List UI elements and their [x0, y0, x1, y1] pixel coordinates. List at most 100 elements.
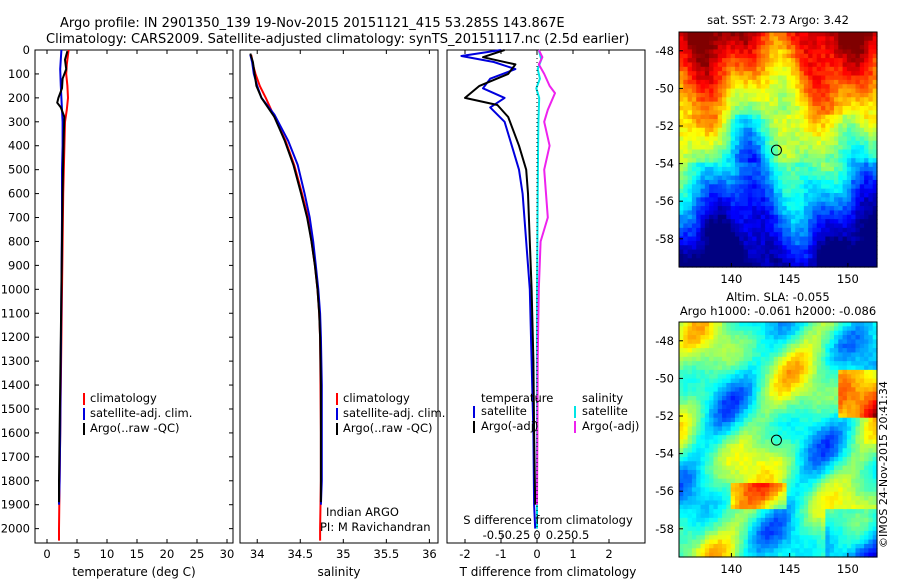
- heatmap-cell: [700, 114, 706, 120]
- heatmap-cell: [726, 343, 732, 349]
- heatmap-cell: [773, 214, 779, 220]
- heatmap-cell: [722, 210, 727, 216]
- heatmap-cell: [691, 223, 697, 229]
- heatmap-cell: [833, 509, 839, 515]
- heatmap-cell: [833, 352, 839, 358]
- heatmap-cell: [713, 509, 719, 515]
- heatmap-cell: [864, 145, 869, 151]
- heatmap-cell: [778, 158, 783, 164]
- heatmap-cell: [726, 62, 732, 68]
- heatmap-cell: [851, 339, 857, 345]
- heatmap-cell: [747, 40, 753, 46]
- heatmap-cell: [782, 253, 788, 259]
- heatmap-cell: [786, 45, 792, 51]
- heatmap-cell: [726, 374, 732, 380]
- heatmap-cell: [864, 413, 869, 419]
- heatmap-cell: [730, 236, 736, 242]
- heatmap-cell: [722, 352, 727, 358]
- heatmap-cell: [765, 335, 770, 341]
- heatmap-cell: [739, 439, 745, 445]
- heatmap-cell: [713, 326, 719, 332]
- heatmap-cell: [726, 249, 732, 255]
- heatmap-cell: [851, 140, 857, 146]
- heatmap-cell: [816, 227, 822, 233]
- heatmap-cell: [734, 387, 740, 393]
- heatmap-cell: [704, 348, 710, 354]
- heatmap-cell: [769, 171, 775, 177]
- heatmap-cell: [704, 75, 710, 81]
- heatmap-cell: [872, 101, 878, 107]
- heatmap-cell: [726, 53, 732, 59]
- heatmap-cell: [803, 487, 809, 493]
- heatmap-cell: [773, 400, 779, 406]
- heatmap-cell: [872, 339, 878, 345]
- heatmap-cell: [722, 219, 727, 225]
- heatmap-cell: [808, 487, 814, 493]
- heatmap-cell: [747, 258, 753, 264]
- heatmap-cell: [851, 335, 857, 341]
- heatmap-cell: [833, 136, 839, 142]
- heatmap-cell: [760, 361, 766, 367]
- heatmap-cell: [808, 92, 814, 98]
- heatmap-cell: [821, 219, 826, 225]
- heatmap-cell: [760, 330, 766, 336]
- heatmap-cell: [829, 66, 835, 72]
- heatmap-cell: [855, 223, 861, 229]
- heatmap-cell: [717, 395, 723, 401]
- heatmap-cell: [752, 258, 758, 264]
- heatmap-cell: [730, 193, 736, 198]
- heatmap-cell: [722, 175, 727, 181]
- heatmap-cell: [760, 365, 766, 371]
- heatmap-cell: [726, 92, 732, 98]
- heatmap-cell: [799, 387, 805, 393]
- heatmap-cell: [765, 382, 770, 388]
- heatmap-cell: [803, 382, 809, 388]
- heatmap-cell: [696, 435, 702, 441]
- heatmap-cell: [743, 201, 749, 207]
- heatmap-cell: [696, 153, 702, 159]
- heatmap-cell: [773, 101, 779, 107]
- heatmap-cell: [795, 227, 801, 233]
- heatmap-cell: [704, 443, 710, 449]
- heatmap-cell: [743, 84, 749, 90]
- heatmap-cell: [696, 448, 702, 454]
- heatmap-cell: [859, 245, 865, 251]
- heatmap-cell: [790, 179, 796, 185]
- heatmap-cell: [747, 162, 753, 168]
- heatmap-cell: [821, 127, 826, 133]
- heatmap-cell: [683, 526, 689, 532]
- heatmap-cell: [683, 114, 689, 120]
- heatmap-cell: [821, 496, 826, 502]
- heatmap-cell: [700, 469, 706, 475]
- heatmap-cell: [851, 526, 857, 532]
- heatmap-cell: [864, 422, 869, 428]
- heatmap-cell: [786, 132, 792, 138]
- heatmap-cell: [756, 522, 762, 528]
- heatmap-cell: [812, 365, 818, 371]
- heatmap-cell: [821, 179, 826, 185]
- heatmap-cell: [717, 461, 723, 467]
- heatmap-cell: [734, 197, 740, 203]
- heatmap-cell: [786, 391, 792, 397]
- heatmap-cell: [872, 188, 878, 194]
- heatmap-cell: [838, 374, 844, 380]
- heatmap-cell: [730, 496, 736, 502]
- heatmap-cell: [808, 382, 814, 388]
- heatmap-cell: [829, 140, 835, 146]
- heatmap-cell: [790, 71, 796, 77]
- heatmap-cell: [773, 491, 779, 497]
- heatmap-cell: [790, 45, 796, 51]
- heatmap-cell: [726, 127, 732, 133]
- heatmap-cell: [704, 201, 710, 207]
- heatmap-cell: [816, 123, 822, 129]
- heatmap-cell: [829, 214, 835, 220]
- heatmap-cell: [872, 184, 878, 190]
- heatmap-cell: [842, 240, 848, 246]
- heatmap-cell: [683, 522, 689, 528]
- heatmap-cell: [846, 179, 852, 185]
- heatmap-cell: [790, 443, 796, 449]
- heatmap-cell: [713, 92, 719, 98]
- heatmap-cell: [722, 378, 727, 384]
- heatmap-cell: [842, 469, 848, 475]
- heatmap-cell: [864, 188, 869, 194]
